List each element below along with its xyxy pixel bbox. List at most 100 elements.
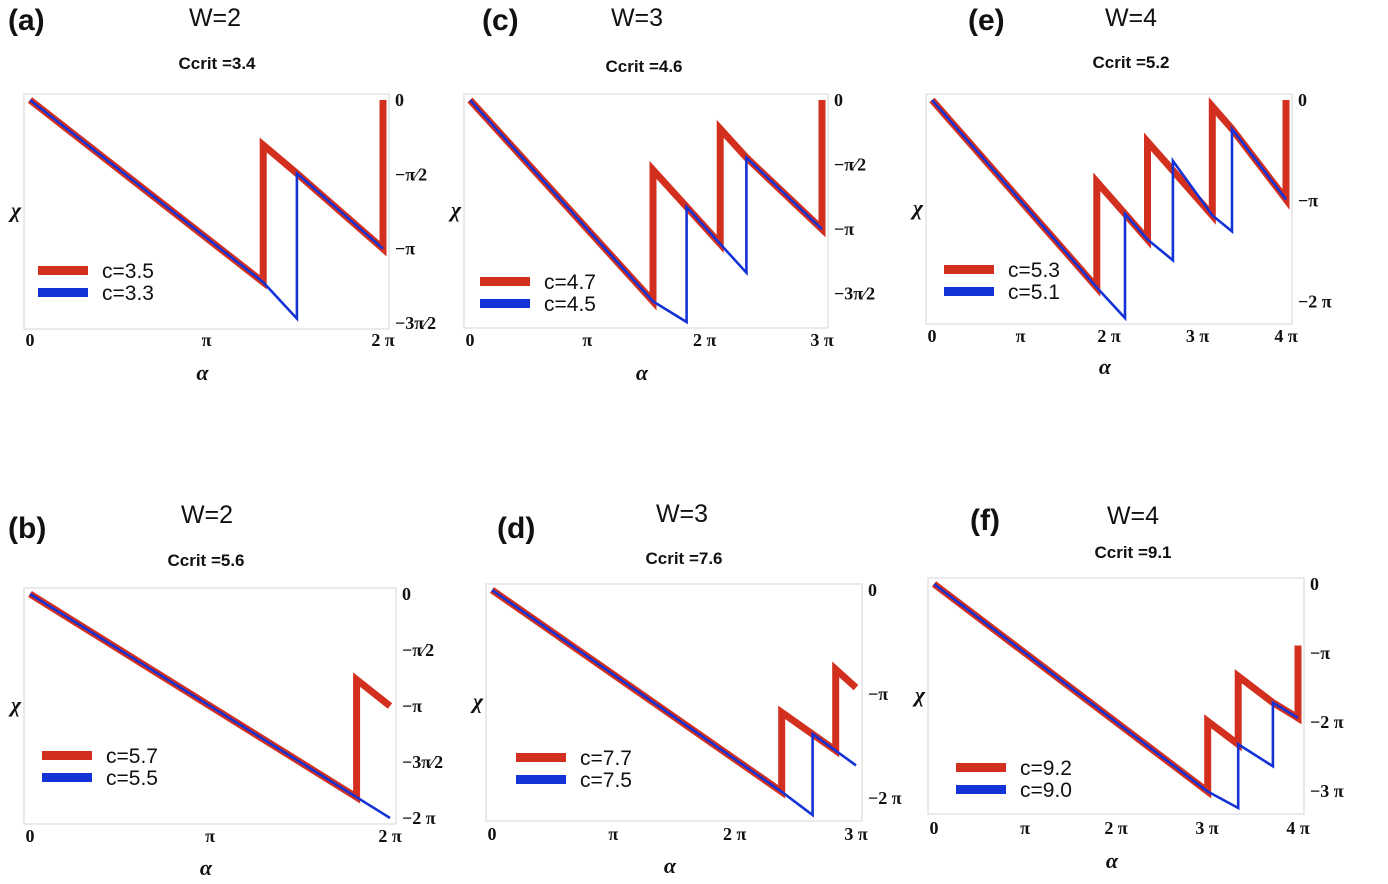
x-tick-label: 3 π [844, 824, 868, 844]
plot-frame [925, 93, 1293, 325]
series-line [467, 97, 826, 311]
legend-label: c=4.5 [544, 293, 596, 316]
series-line [27, 97, 387, 290]
x-tick-label: 0 [26, 330, 35, 350]
y-tick-label: −π [402, 696, 422, 716]
legend-swatch [944, 265, 994, 274]
y-tick-label: −3π⁄2 [395, 313, 436, 333]
chart-panel: (d) W=3 Ccrit =7.6 0 π 2 π 3 π 0 −π −2 π α χ c=7.7c=… [470, 500, 902, 878]
y-tick-label: −π⁄2 [395, 164, 427, 184]
x-tick-label: 2 π [371, 330, 395, 350]
panel-subtitle: Ccrit =4.6 [605, 57, 682, 76]
x-tick-label: 2 π [1097, 326, 1121, 346]
legend-label: c=4.7 [544, 271, 596, 294]
panel-label: (a) [8, 4, 45, 37]
legend-swatch [42, 773, 92, 782]
panel-label: (f) [970, 504, 1000, 537]
chart-panel: (a) W=2 Ccrit =3.4 0 π 2 π 0 −π⁄2 −π −3π⁄2 α χ c=3.5… [8, 4, 436, 385]
panel-title: W=4 [1107, 502, 1159, 530]
legend-swatch [516, 775, 566, 784]
legend-label: c=5.5 [106, 767, 158, 790]
x-tick-label: 3 π [1186, 326, 1210, 346]
x-tick-label: 0 [488, 824, 497, 844]
plot-frame [23, 587, 397, 825]
legend-label: c=3.3 [102, 282, 154, 305]
legend-label: c=7.7 [580, 747, 632, 770]
legend-label: c=5.3 [1008, 259, 1060, 282]
panel-title: W=3 [656, 500, 708, 528]
chart-panel: (f) W=4 Ccrit =9.1 0 π 2 π 3 π 4 π 0 −π −2 π −3 π α χ… [912, 502, 1344, 873]
legend-swatch [42, 751, 92, 760]
y-tick-label: −2 π [402, 808, 436, 828]
x-tick-label: 4 π [1274, 326, 1298, 346]
series-line [931, 99, 1288, 322]
x-tick-label: π [1016, 326, 1026, 346]
y-tick-label: 0 [868, 580, 877, 600]
y-tick-label: 0 [1310, 574, 1319, 594]
plot-frame [927, 577, 1305, 815]
x-tick-label: 0 [26, 826, 35, 846]
y-axis-label: χ [910, 195, 924, 220]
x-tick-label: 4 π [1286, 818, 1310, 838]
x-tick-label: 2 π [723, 824, 747, 844]
series-line [933, 582, 1299, 811]
y-tick-label: 0 [834, 90, 843, 110]
x-tick-label: π [1020, 818, 1030, 838]
legend-label: c=3.5 [102, 260, 154, 283]
panel-label: (e) [968, 4, 1005, 37]
legend-swatch [956, 763, 1006, 772]
x-tick-label: π [582, 330, 592, 350]
legend-swatch [38, 288, 88, 297]
legend-label: c=9.2 [1020, 757, 1072, 780]
panel-label: (c) [482, 4, 519, 37]
panel-title: W=2 [181, 501, 233, 529]
x-tick-label: 3 π [1195, 818, 1219, 838]
chart-panel: (e) W=4 Ccrit =5.2 0 π 2 π 3 π 4 π 0 −π −2 π α χ c=5.… [910, 4, 1332, 379]
x-tick-label: 2 π [378, 826, 402, 846]
x-tick-label: 3 π [810, 330, 834, 350]
series-line [931, 581, 1302, 799]
x-tick-label: 0 [466, 330, 475, 350]
y-axis-label: χ [8, 198, 22, 223]
y-tick-label: −π⁄2 [402, 640, 434, 660]
y-tick-label: 0 [402, 584, 411, 604]
panel-subtitle: Ccrit =5.6 [167, 551, 244, 570]
y-tick-label: −π⁄2 [834, 155, 866, 175]
y-tick-label: −π [1298, 191, 1318, 211]
y-tick-label: −π [834, 219, 854, 239]
panel-subtitle: Ccrit =5.2 [1092, 53, 1169, 72]
x-tick-label: 2 π [1104, 818, 1128, 838]
panel-label: (d) [497, 512, 535, 545]
series-line [29, 98, 384, 322]
x-tick-label: 0 [930, 818, 939, 838]
y-tick-label: −3 π [1310, 781, 1344, 801]
y-axis-label: χ [448, 197, 462, 222]
chart-panel: (b) W=2 Ccrit =5.6 0 π 2 π 0 −π⁄2 −π −3π⁄2 −2 π α χ c… [8, 501, 443, 880]
x-axis-label: α [1099, 354, 1112, 379]
legend-swatch [480, 277, 530, 286]
y-tick-label: −2 π [1298, 291, 1332, 311]
legend-label: c=7.5 [580, 769, 632, 792]
y-tick-label: −π [868, 684, 888, 704]
panel-subtitle: Ccrit =3.4 [178, 54, 256, 73]
x-axis-label: α [664, 853, 677, 878]
y-axis-label: χ [912, 682, 926, 707]
legend-label: c=5.7 [106, 745, 158, 768]
x-tick-label: π [202, 330, 212, 350]
legend-swatch [516, 753, 566, 762]
panel-title: W=3 [611, 4, 663, 32]
x-axis-label: α [200, 855, 213, 880]
y-axis-label: χ [470, 689, 484, 714]
plot-frame [485, 583, 863, 822]
series-line [28, 591, 393, 804]
panel-title: W=4 [1105, 4, 1157, 32]
y-axis-label: χ [8, 692, 22, 717]
x-tick-label: π [205, 826, 215, 846]
legend-swatch [480, 299, 530, 308]
y-tick-label: 0 [1298, 90, 1307, 110]
x-tick-label: π [608, 824, 618, 844]
y-tick-label: −3π⁄2 [402, 752, 443, 772]
series-line [469, 99, 823, 325]
x-tick-label: 0 [928, 326, 937, 346]
